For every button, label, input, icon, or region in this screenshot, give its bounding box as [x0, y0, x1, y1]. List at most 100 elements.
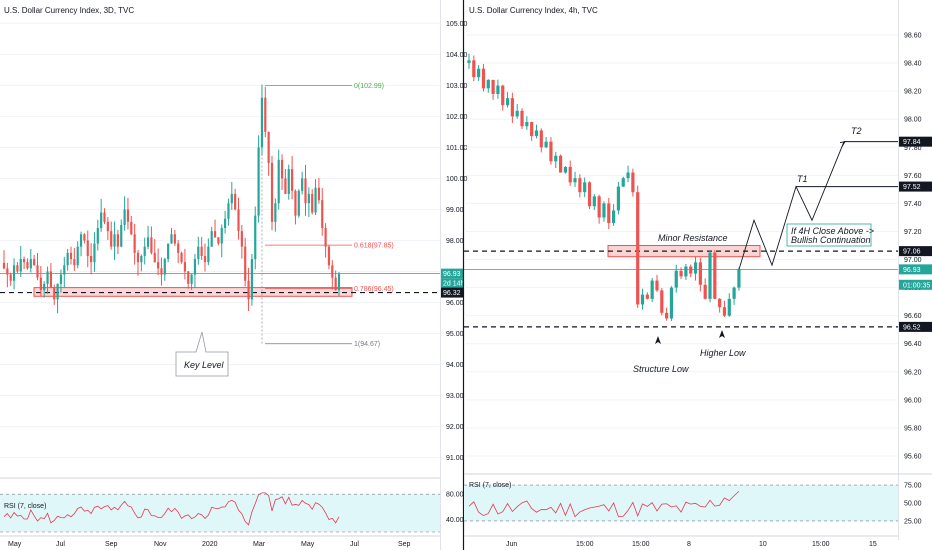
right-candle-body [713, 252, 717, 299]
left-candle-body [270, 162, 274, 222]
t2-label: T2 [851, 126, 862, 136]
left-time-tick: 2020 [202, 541, 218, 548]
left-candle-body [29, 259, 32, 269]
left-zone-rect [33, 287, 353, 297]
left-candle-body [203, 255, 207, 263]
left-candle-body [173, 234, 176, 244]
right-candle-body [621, 178, 625, 187]
left-candle-body [12, 265, 16, 281]
left-candle-body [143, 246, 146, 256]
left-countdown-tag-bg [441, 278, 463, 288]
right-rsi-tick: 50.00 [904, 501, 922, 508]
left-rsi-band [0, 494, 440, 532]
left-candle-body [69, 252, 73, 260]
right-time-axis[interactable]: Jun 15:00 8 15:00 10 15:00 15 [464, 535, 898, 548]
left-candle-body [224, 218, 227, 229]
minor-resistance-label: Minor Resistance [658, 233, 728, 243]
left-time-tick: Sep [105, 541, 118, 548]
left-candle-body [197, 246, 200, 260]
left-candle-body [83, 234, 86, 241]
left-candle-body [23, 259, 26, 263]
right-candle-body [491, 79, 495, 94]
right-candle-body [636, 192, 640, 305]
left-candle-body [33, 259, 36, 266]
right-price-tick: 98.40 [904, 61, 922, 68]
left-candle-body [200, 246, 203, 256]
right-candle-body [558, 155, 563, 173]
right-price-tag-bg [899, 246, 932, 257]
right-chart-panel[interactable]: U.S. Dollar Currency Index, 4h, TVC 98.6… [464, 0, 932, 548]
right-price-tag-bg [899, 136, 932, 147]
right-price-tags: 97.84 97.52 97.06 96.93 01:00:35 96.52 [899, 136, 932, 332]
right-rsi-label: RSI (7, close) [469, 482, 511, 489]
right-candle-body [626, 172, 630, 179]
left-candle-body [324, 228, 327, 247]
right-time-tick: 15:00 [576, 541, 594, 548]
right-candle-body [612, 210, 616, 224]
right-projection-path [738, 141, 898, 270]
right-price-tick: 96.20 [904, 369, 922, 376]
left-level-tag-bg [441, 287, 463, 298]
left-price-tick: 95.00 [446, 331, 464, 338]
left-chart-panel[interactable]: 0(102.99) 0.618(97.85) 0.786(96.45) 1(94.67… [0, 0, 468, 550]
left-candle-body [79, 234, 83, 247]
left-candle-body [227, 203, 230, 219]
left-candle-body [157, 262, 160, 269]
right-candle-body [665, 312, 669, 319]
left-candle-body [257, 147, 260, 216]
left-candle-body [267, 131, 270, 163]
right-candle-body [693, 262, 698, 274]
left-candle-body [6, 268, 9, 275]
left-candle-body [291, 169, 294, 191]
right-rsi-pane[interactable]: RSI (7, close) 75.00 50.00 25.00 [464, 473, 932, 525]
right-candle-body [597, 196, 601, 218]
higher-low-label: Higher Low [700, 348, 746, 358]
right-candle-body [602, 203, 606, 218]
left-rsi-label: RSI (7, close) [4, 503, 46, 510]
right-candle-body [501, 85, 505, 106]
left-candle-body [287, 169, 290, 194]
left-key-level-zone [0, 273, 440, 297]
left-time-tick: Mar [253, 541, 266, 548]
left-candle-body [126, 209, 130, 222]
left-candle-body [280, 159, 284, 179]
right-price-tick: 97.60 [904, 173, 922, 180]
left-candle-body [16, 265, 19, 272]
left-candle-body [26, 262, 29, 269]
left-candle-body [153, 252, 156, 263]
right-price-tag: 01:00:35 [903, 282, 930, 289]
right-candle-body [539, 130, 543, 148]
right-price-tag-bg [899, 264, 932, 275]
left-price-tag-bg [441, 268, 463, 279]
left-price-tick: 96.00 [446, 300, 464, 307]
left-candle-body [43, 283, 46, 291]
key-level-box [175, 331, 229, 377]
right-candle-body [674, 270, 678, 288]
right-candle-body [732, 287, 736, 299]
left-candle-body [96, 228, 99, 244]
left-candle-body [56, 283, 59, 300]
left-candle-body [133, 234, 136, 253]
right-price-tag: 96.52 [903, 324, 921, 331]
left-candle-body [331, 265, 334, 278]
right-levels [464, 245, 898, 328]
left-candle-body [260, 97, 264, 148]
right-candle-body [679, 270, 683, 277]
left-candle-body [187, 271, 190, 284]
right-price-tick: 95.60 [904, 453, 922, 460]
left-price-tick: 92.00 [446, 424, 464, 431]
left-candles [2, 84, 341, 314]
left-candle-body [123, 209, 126, 225]
right-candle-body [660, 290, 664, 313]
left-price-axis[interactable]: 105.00 104.00 103.00 102.00 101.00 100.00 99.0… [446, 21, 468, 462]
left-rsi-pane[interactable]: RSI (7, close) 80.00 40.00 [0, 477, 464, 533]
left-chart-title: U.S. Dollar Currency Index, 3D, TVC [4, 6, 134, 15]
left-candle-body [170, 234, 173, 244]
left-price-tick: 93.00 [446, 393, 464, 400]
right-candle-body [510, 98, 514, 117]
left-time-axis[interactable]: May Jul Sep Nov 2020 Mar May Jul Sep [0, 535, 440, 548]
right-candle-body [496, 85, 500, 94]
right-candle-body [722, 307, 727, 316]
right-candle-body [525, 122, 529, 127]
